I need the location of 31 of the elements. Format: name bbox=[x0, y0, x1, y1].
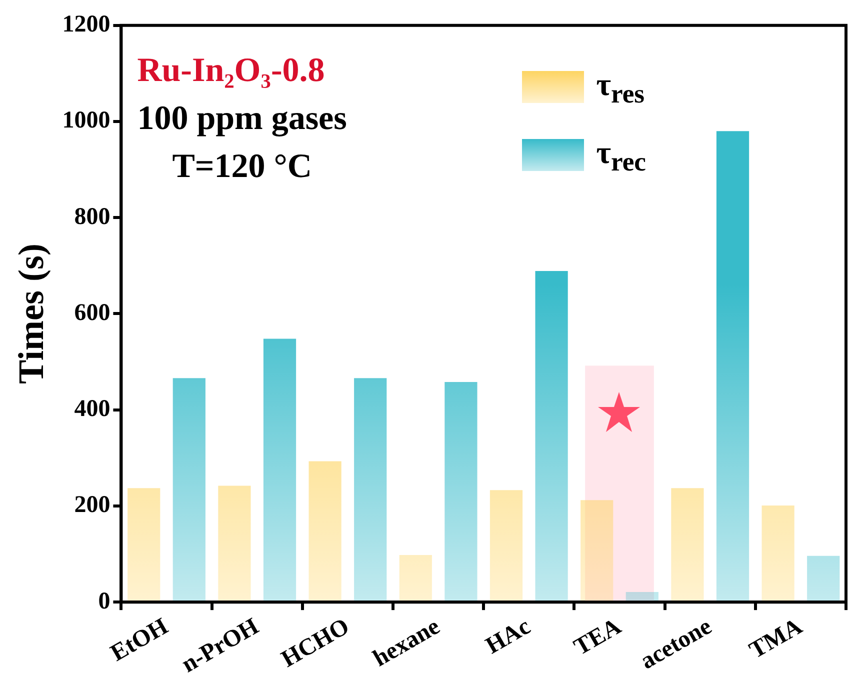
y-tick-label: 800 bbox=[74, 204, 110, 230]
legend-label: τ$_{res}$ bbox=[596, 66, 645, 110]
y-tick-label: 0 bbox=[98, 588, 110, 614]
x-tick-label: TEA bbox=[570, 613, 626, 661]
y-tick-label: 600 bbox=[74, 300, 110, 326]
y-tick-label: 400 bbox=[74, 396, 110, 422]
x-tick-label: HAc bbox=[482, 613, 536, 660]
bar bbox=[716, 131, 750, 602]
y-tick-label: 1200 bbox=[62, 12, 110, 38]
bar bbox=[399, 554, 432, 602]
bar bbox=[580, 500, 614, 602]
bar bbox=[172, 378, 206, 602]
annotation: Ru-In₂O₃-0.8 bbox=[137, 51, 326, 92]
bar bbox=[218, 486, 251, 602]
bar bbox=[762, 505, 794, 602]
annotation: T=120 °C bbox=[171, 147, 313, 188]
legend-label: τ$_{rec}$ bbox=[596, 134, 646, 178]
annotation: 100 ppm gases bbox=[137, 99, 347, 140]
bar bbox=[535, 270, 568, 602]
y-tick-label: 1000 bbox=[62, 108, 110, 134]
bar bbox=[128, 488, 160, 602]
bar bbox=[807, 556, 840, 602]
bar bbox=[263, 338, 296, 602]
bar bbox=[308, 461, 342, 602]
bar bbox=[354, 378, 387, 602]
bar bbox=[490, 490, 523, 602]
y-axis-title: Times (s) bbox=[10, 244, 51, 384]
x-tick-label: TMA bbox=[745, 613, 808, 664]
bar bbox=[444, 382, 478, 602]
bar bbox=[671, 488, 704, 602]
y-tick-label: 200 bbox=[74, 492, 110, 518]
